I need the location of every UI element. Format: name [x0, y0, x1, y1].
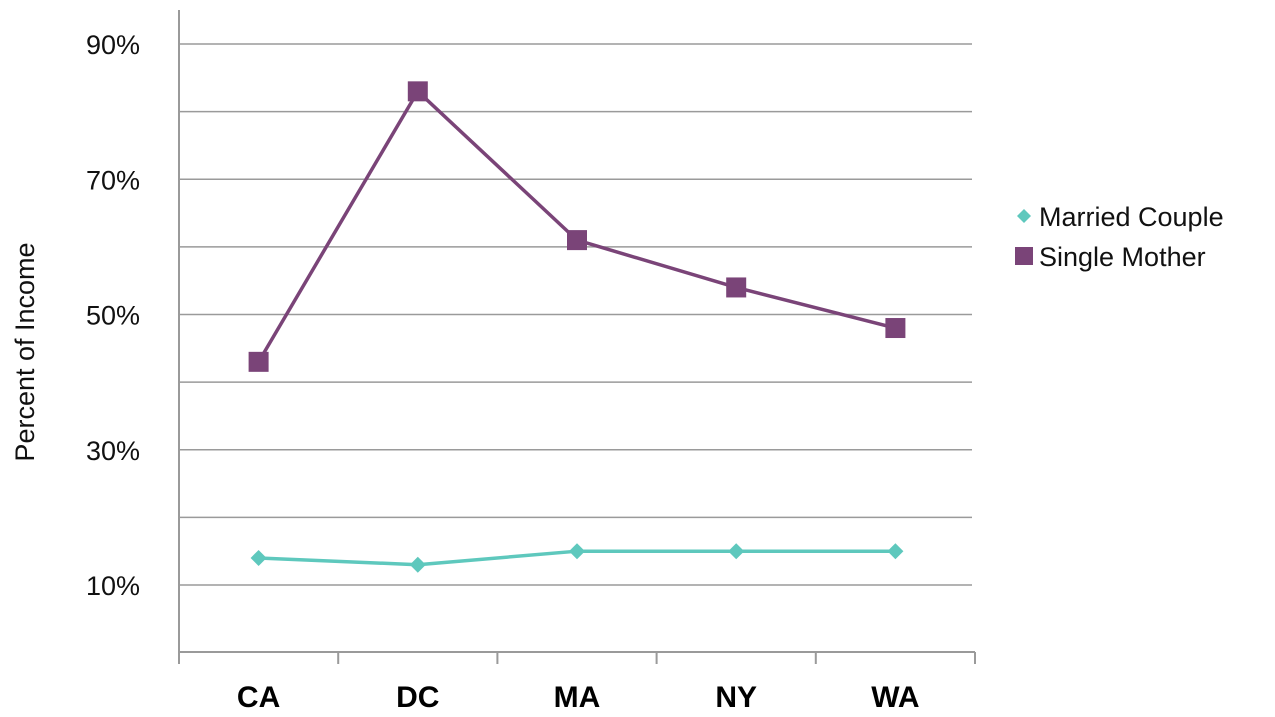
data-point: [728, 543, 745, 560]
legend-square-marker: [1015, 247, 1033, 265]
axes: [178, 10, 975, 653]
legend-item: Married Couple: [1017, 202, 1224, 232]
series-0: [250, 543, 904, 573]
data-point: [569, 543, 585, 560]
data-point: [885, 318, 906, 339]
y-tick-label: 30%: [86, 436, 140, 466]
x-tick-label: MA: [554, 681, 601, 714]
y-tick-label: 70%: [86, 165, 140, 195]
data-point: [250, 549, 267, 566]
x-axis-tick-labels: CA DC MA NY WA: [237, 681, 920, 714]
legend-label: Single Mother: [1039, 242, 1206, 272]
data-point: [409, 556, 426, 573]
data-point: [248, 351, 269, 372]
legend-diamond-marker: [1017, 209, 1031, 223]
series-1: [248, 81, 906, 372]
gridlines: [179, 43, 972, 586]
series-group: [248, 81, 906, 573]
data-point: [726, 277, 747, 298]
series-line: [257, 89, 896, 363]
y-tick-label: 90%: [86, 30, 140, 60]
data-point: [887, 543, 904, 560]
y-axis-label: Percent of Income: [10, 242, 40, 461]
x-tick-label: NY: [715, 681, 757, 714]
legend-label: Married Couple: [1039, 202, 1224, 232]
legend-item: Single Mother: [1015, 242, 1206, 272]
x-tick-label: WA: [871, 681, 919, 714]
y-tick-label: 50%: [86, 301, 140, 331]
x-tick-label: DC: [396, 681, 439, 714]
x-tick-label: CA: [237, 681, 280, 714]
data-point: [407, 81, 428, 102]
x-axis-ticks: [178, 652, 976, 664]
data-point: [567, 230, 587, 251]
legend: Married Couple Single Mother: [1015, 202, 1224, 272]
y-tick-label: 10%: [86, 571, 140, 601]
y-axis-tick-labels: 10% 30% 50% 70% 90%: [86, 30, 140, 601]
